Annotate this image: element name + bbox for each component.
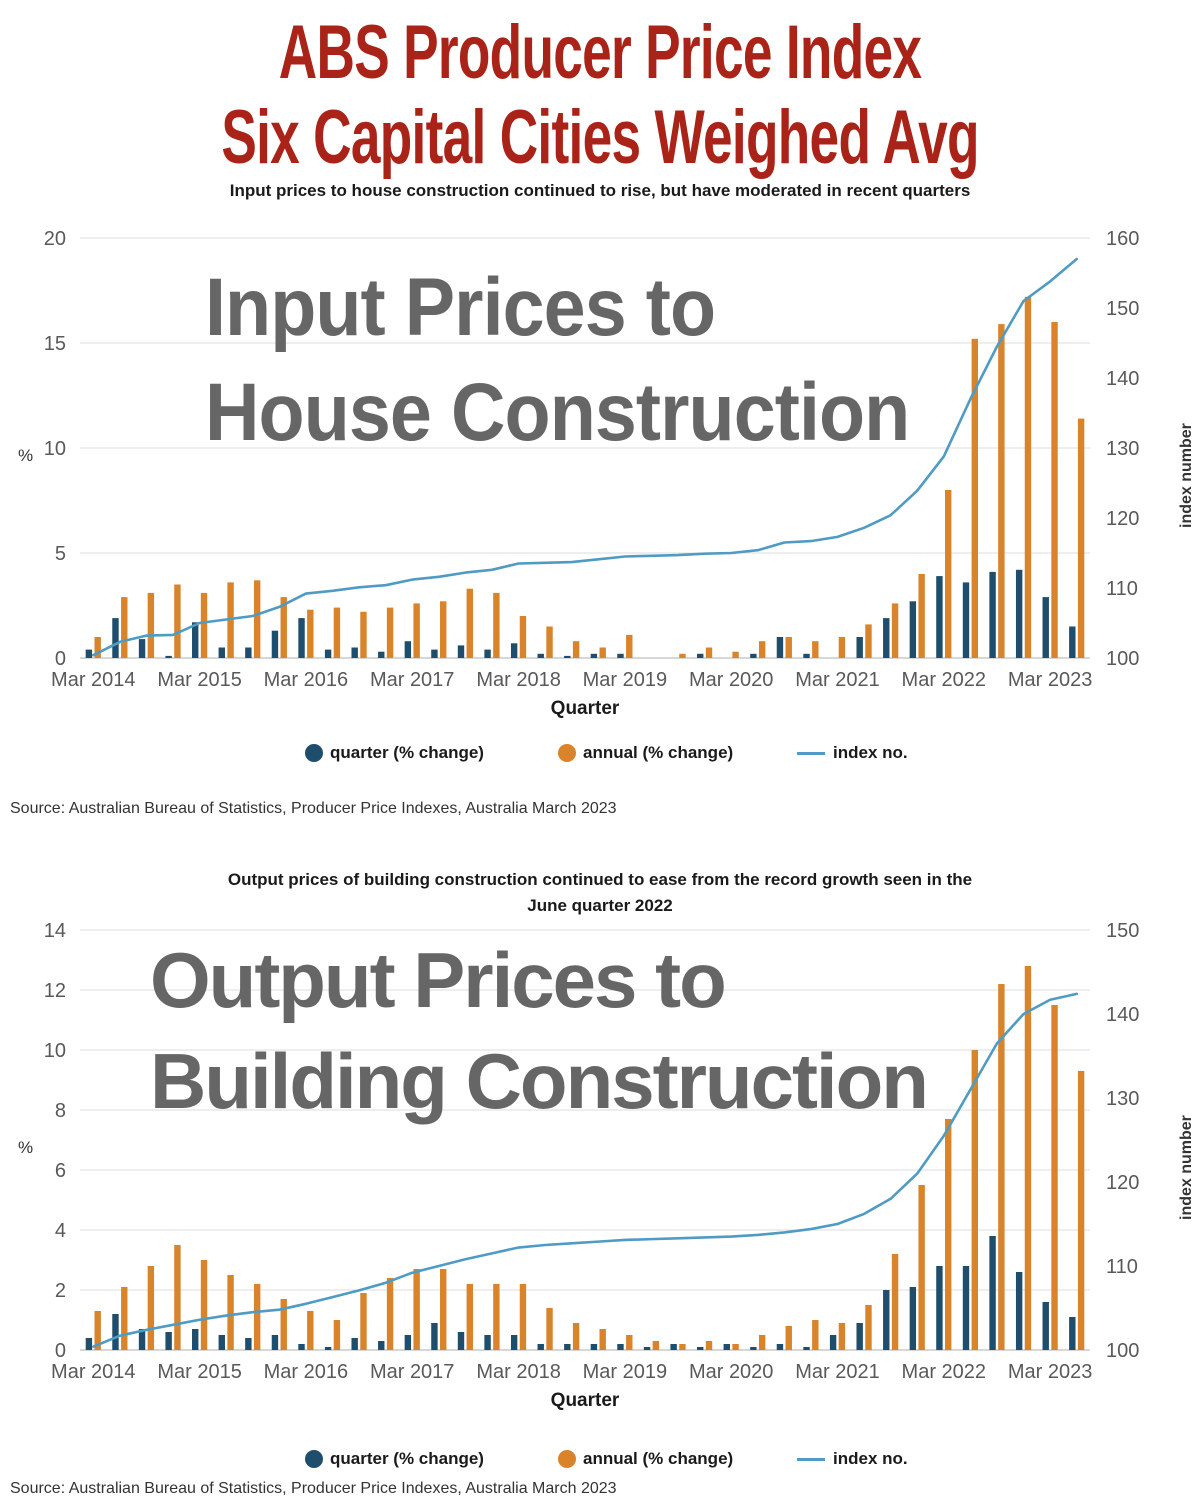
svg-text:120: 120 bbox=[1106, 1172, 1139, 1194]
svg-text:150: 150 bbox=[1106, 298, 1139, 320]
svg-text:Mar 2014: Mar 2014 bbox=[51, 669, 136, 691]
svg-text:100: 100 bbox=[1106, 648, 1139, 670]
svg-text:12: 12 bbox=[44, 980, 66, 1002]
svg-text:Mar 2023: Mar 2023 bbox=[1008, 1361, 1093, 1383]
svg-text:Mar 2014: Mar 2014 bbox=[51, 1361, 136, 1383]
svg-text:Mar 2019: Mar 2019 bbox=[583, 669, 668, 691]
svg-text:Mar 2016: Mar 2016 bbox=[264, 669, 349, 691]
svg-text:Mar 2022: Mar 2022 bbox=[902, 669, 987, 691]
svg-text:Mar 2020: Mar 2020 bbox=[689, 1361, 774, 1383]
svg-text:Mar 2018: Mar 2018 bbox=[476, 669, 561, 691]
svg-text:15: 15 bbox=[44, 333, 66, 355]
svg-text:Mar 2016: Mar 2016 bbox=[264, 1361, 349, 1383]
svg-text:Mar 2020: Mar 2020 bbox=[689, 669, 774, 691]
svg-text:Mar 2023: Mar 2023 bbox=[1008, 669, 1093, 691]
svg-text:Quarter: Quarter bbox=[551, 1390, 620, 1411]
svg-text:8: 8 bbox=[55, 1100, 66, 1122]
svg-text:5: 5 bbox=[55, 543, 66, 565]
svg-text:Mar 2015: Mar 2015 bbox=[157, 1361, 242, 1383]
svg-text:Mar 2015: Mar 2015 bbox=[157, 669, 242, 691]
svg-text:4: 4 bbox=[55, 1220, 66, 1242]
svg-text:110: 110 bbox=[1106, 1256, 1138, 1278]
svg-text:20: 20 bbox=[44, 228, 66, 250]
svg-text:100: 100 bbox=[1106, 1340, 1139, 1362]
svg-text:Mar 2022: Mar 2022 bbox=[902, 1361, 987, 1383]
svg-text:2: 2 bbox=[55, 1280, 66, 1302]
svg-text:Quarter: Quarter bbox=[551, 698, 620, 719]
svg-text:Mar 2017: Mar 2017 bbox=[370, 1361, 455, 1383]
svg-text:Mar 2018: Mar 2018 bbox=[476, 1361, 561, 1383]
svg-text:14: 14 bbox=[44, 920, 66, 942]
svg-text:140: 140 bbox=[1106, 368, 1139, 390]
svg-text:10: 10 bbox=[44, 1040, 66, 1062]
svg-text:6: 6 bbox=[55, 1160, 66, 1182]
svg-text:Mar 2021: Mar 2021 bbox=[795, 669, 880, 691]
svg-text:0: 0 bbox=[55, 1340, 66, 1362]
svg-text:120: 120 bbox=[1106, 508, 1139, 530]
svg-text:Mar 2017: Mar 2017 bbox=[370, 669, 455, 691]
svg-text:Mar 2019: Mar 2019 bbox=[583, 1361, 668, 1383]
svg-text:0: 0 bbox=[55, 648, 66, 670]
svg-text:160: 160 bbox=[1106, 228, 1139, 250]
svg-text:130: 130 bbox=[1106, 438, 1139, 460]
svg-text:110: 110 bbox=[1106, 578, 1138, 600]
svg-text:10: 10 bbox=[44, 438, 66, 460]
svg-text:Mar 2021: Mar 2021 bbox=[795, 1361, 880, 1383]
